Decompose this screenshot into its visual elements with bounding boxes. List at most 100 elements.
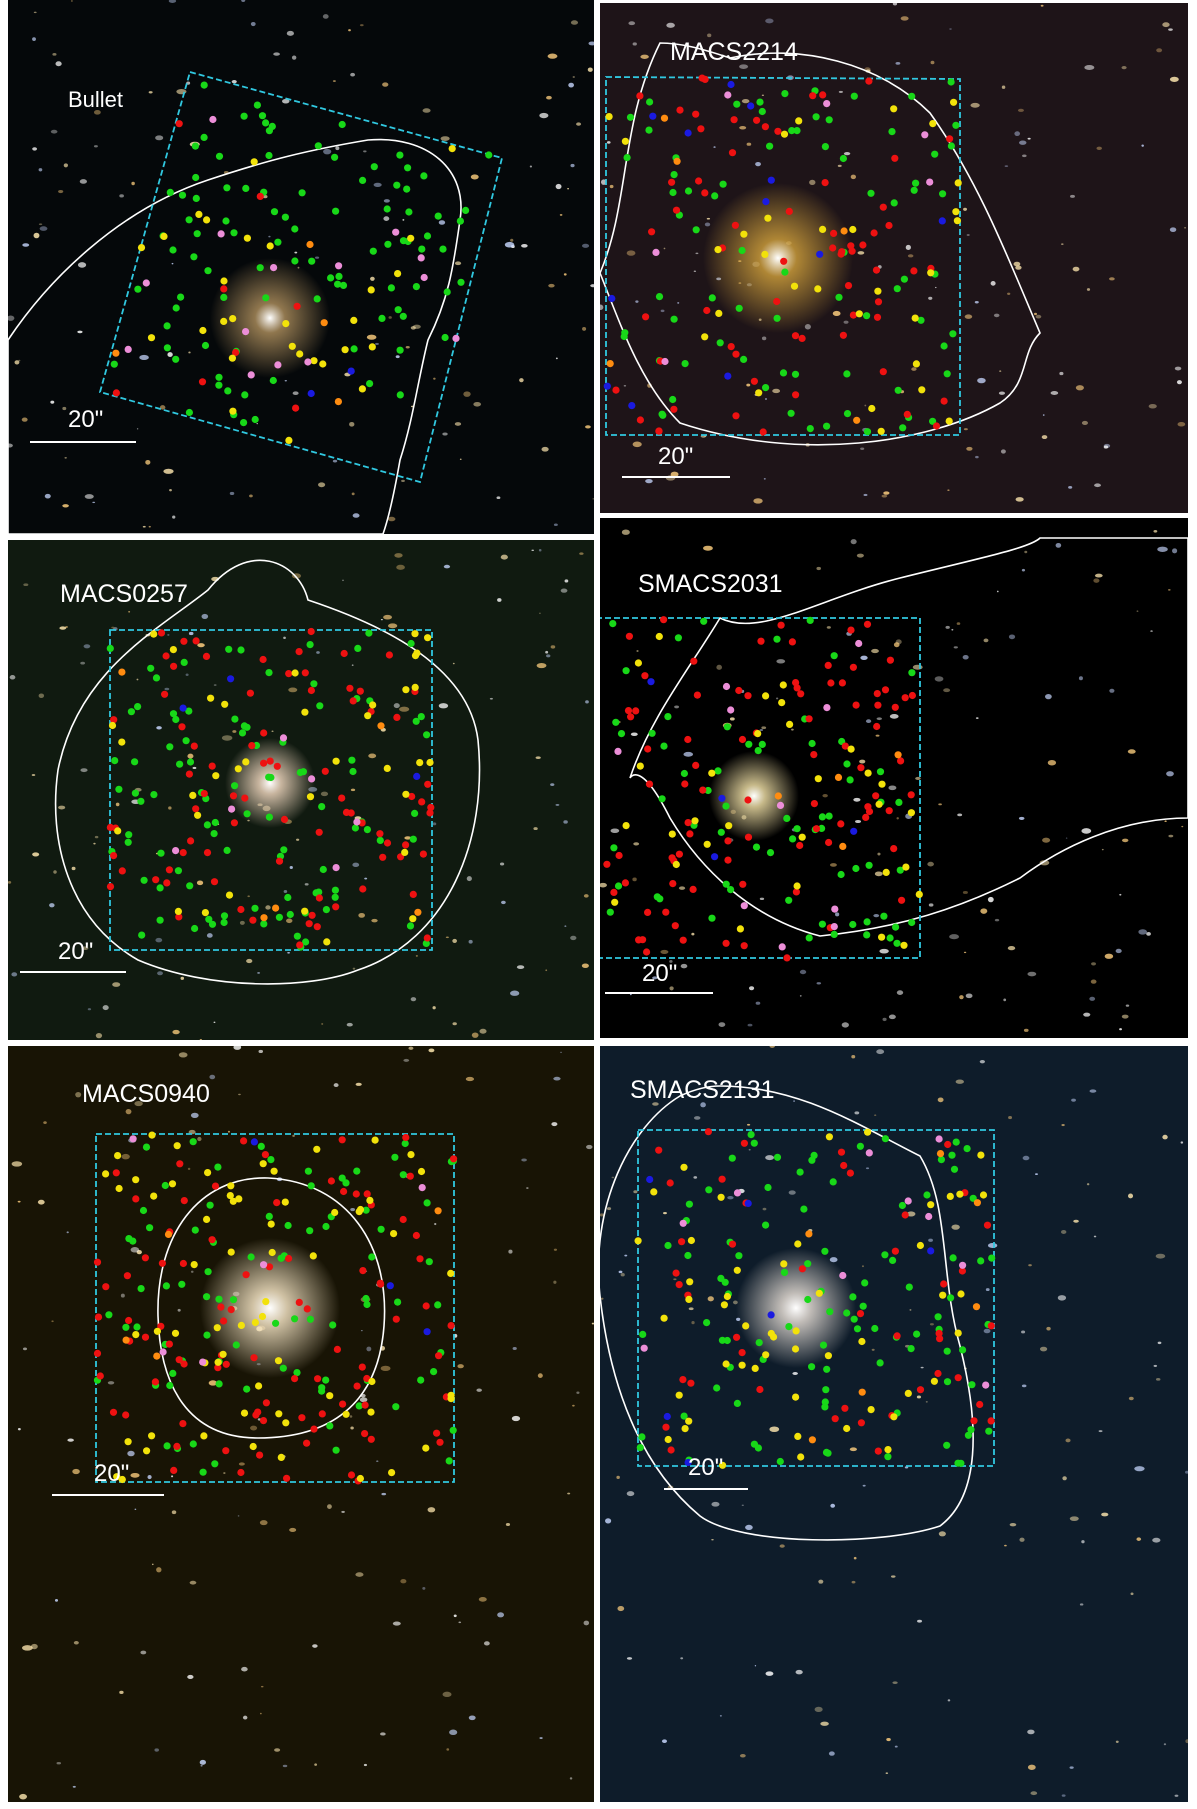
green-marker xyxy=(684,1251,692,1260)
orange-marker xyxy=(334,398,342,406)
green-marker xyxy=(339,281,348,289)
pink-marker xyxy=(332,864,340,872)
yellow-marker xyxy=(675,1391,683,1399)
green-marker xyxy=(947,142,955,150)
green-marker xyxy=(146,1224,154,1232)
red-marker xyxy=(910,267,918,275)
red-marker xyxy=(849,311,857,319)
green-marker xyxy=(708,914,716,922)
green-marker xyxy=(302,938,310,946)
green-marker xyxy=(204,267,212,275)
green-marker xyxy=(609,620,617,628)
pink-marker xyxy=(652,248,660,256)
yellow-marker xyxy=(447,1269,455,1277)
yellow-marker xyxy=(199,326,207,335)
yellow-marker xyxy=(221,700,229,708)
pink-marker xyxy=(209,115,217,124)
green-marker xyxy=(434,212,442,220)
green-marker xyxy=(140,876,148,884)
red-marker xyxy=(639,936,647,944)
red-marker xyxy=(179,849,187,857)
yellow-marker xyxy=(331,1208,339,1217)
green-marker xyxy=(754,1444,762,1452)
yellow-marker xyxy=(313,1145,321,1153)
red-marker xyxy=(179,1259,187,1268)
yellow-marker xyxy=(761,250,769,258)
yellow-marker xyxy=(780,130,789,138)
green-marker xyxy=(711,192,719,200)
yellow-marker xyxy=(388,1469,396,1477)
blue-marker xyxy=(718,794,726,802)
pink-marker xyxy=(640,1344,648,1352)
yellow-marker xyxy=(369,701,377,709)
yellow-marker xyxy=(219,1350,227,1358)
yellow-marker xyxy=(867,1406,875,1414)
green-marker xyxy=(614,882,623,890)
green-marker xyxy=(441,333,449,342)
green-marker xyxy=(256,264,264,272)
red-marker xyxy=(94,1313,103,1321)
yellow-marker xyxy=(356,1474,364,1483)
green-marker xyxy=(910,186,918,194)
red-marker xyxy=(376,1279,384,1287)
green-marker xyxy=(985,1427,993,1435)
green-marker xyxy=(129,1237,137,1245)
green-marker xyxy=(122,1323,130,1331)
footprint-outline xyxy=(600,617,921,959)
green-marker xyxy=(237,646,245,654)
yellow-marker xyxy=(864,769,872,777)
yellow-marker xyxy=(634,659,642,667)
green-marker xyxy=(231,782,239,790)
red-marker xyxy=(644,745,652,753)
yellow-marker xyxy=(636,762,644,770)
yellow-marker xyxy=(407,234,415,242)
red-marker xyxy=(176,1160,184,1168)
green-marker xyxy=(776,1457,784,1466)
red-marker xyxy=(112,389,120,397)
green-marker xyxy=(943,370,951,378)
green-marker xyxy=(863,312,871,320)
yellow-marker xyxy=(849,225,857,234)
green-marker xyxy=(829,1178,837,1186)
red-marker xyxy=(399,1215,407,1224)
green-marker xyxy=(952,1138,960,1146)
yellow-marker xyxy=(319,360,327,368)
red-marker xyxy=(361,1401,369,1409)
pink-marker xyxy=(778,943,786,951)
red-marker xyxy=(759,428,767,436)
green-marker xyxy=(201,341,210,350)
red-marker xyxy=(785,207,793,215)
green-marker xyxy=(968,1381,976,1389)
pink-marker xyxy=(926,178,934,186)
yellow-marker xyxy=(342,1410,350,1418)
green-marker xyxy=(417,713,425,721)
red-marker xyxy=(838,248,846,256)
blue-marker xyxy=(307,389,315,398)
yellow-marker xyxy=(195,210,203,218)
green-marker xyxy=(658,795,666,803)
green-marker xyxy=(185,408,193,417)
red-marker xyxy=(338,1136,346,1144)
green-marker xyxy=(172,304,180,312)
yellow-marker xyxy=(708,769,716,777)
yellow-marker xyxy=(150,630,158,638)
red-marker xyxy=(152,876,160,884)
green-marker xyxy=(952,121,960,129)
red-marker xyxy=(870,229,878,237)
red-marker xyxy=(315,828,323,836)
green-marker xyxy=(752,843,761,851)
red-marker xyxy=(292,404,300,412)
red-marker xyxy=(792,679,800,687)
red-marker xyxy=(879,203,887,211)
red-marker xyxy=(118,867,126,875)
panel-macs0257: MACS0257 20" xyxy=(8,540,594,1040)
yellow-marker xyxy=(794,1240,802,1248)
green-marker xyxy=(900,275,908,283)
yellow-marker xyxy=(911,314,919,322)
red-marker xyxy=(753,116,761,124)
green-marker xyxy=(781,90,789,98)
pink-marker xyxy=(776,801,785,809)
red-marker xyxy=(704,1128,712,1136)
orange-marker xyxy=(122,1336,130,1344)
green-marker xyxy=(791,370,800,378)
